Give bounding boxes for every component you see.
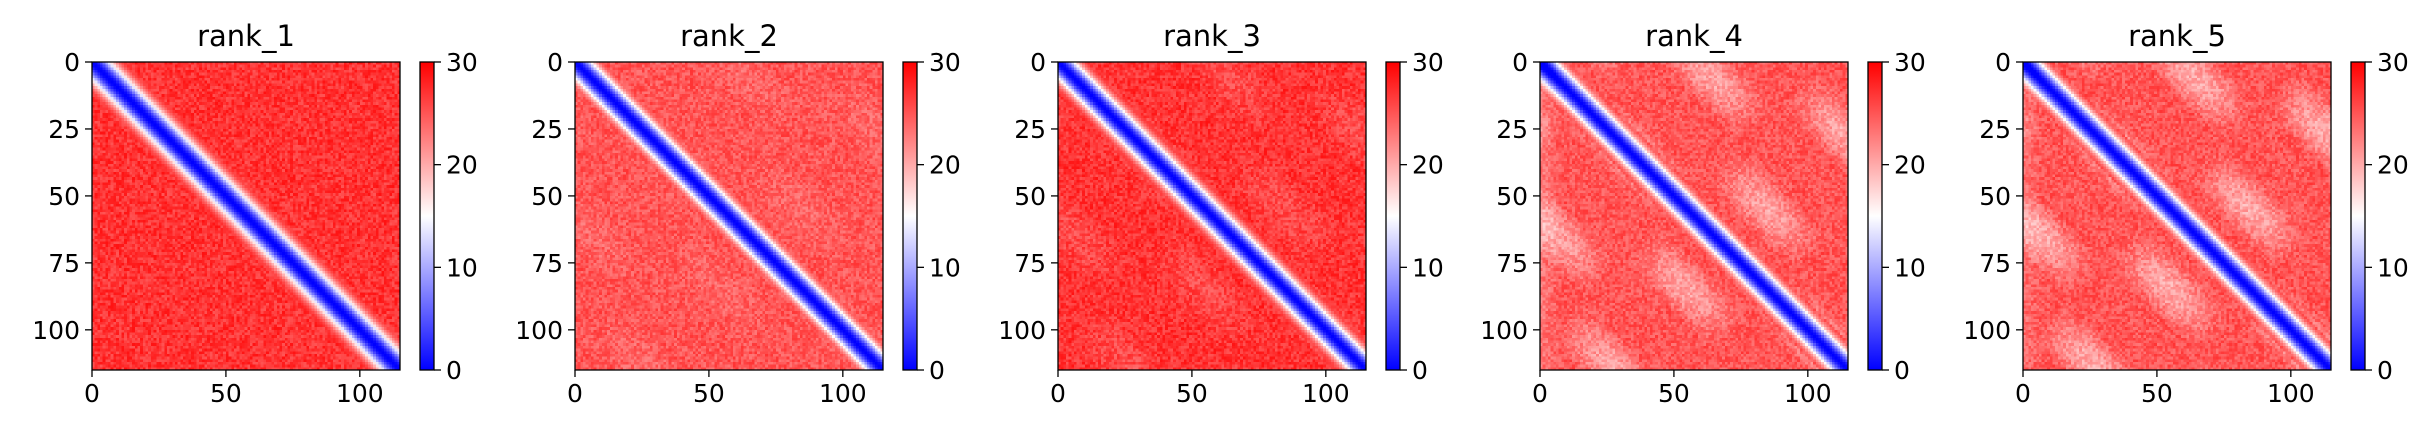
colorbar-tick-label: 10 bbox=[1412, 253, 1444, 282]
colorbar-tick-label: 30 bbox=[1894, 48, 1926, 77]
y-tick-label: 50 bbox=[531, 182, 563, 211]
colorbar-frame bbox=[1385, 61, 1401, 371]
x-tick-label: 100 bbox=[336, 379, 384, 408]
y-tick-label: 75 bbox=[48, 249, 80, 278]
y-tick-label: 25 bbox=[531, 115, 563, 144]
y-tick-label: 0 bbox=[1030, 48, 1046, 77]
colorbar-tick-label: 0 bbox=[2377, 356, 2393, 385]
panel-title: rank_3 bbox=[1163, 19, 1261, 53]
panel-title: rank_5 bbox=[2128, 19, 2226, 53]
y-tick-label: 50 bbox=[1979, 182, 2011, 211]
x-tick-label: 100 bbox=[1784, 379, 1832, 408]
y-tick-label: 25 bbox=[48, 115, 80, 144]
colorbar-tick-label: 20 bbox=[446, 151, 478, 180]
y-tick-label: 100 bbox=[1480, 316, 1528, 345]
y-tick-label: 50 bbox=[48, 182, 80, 211]
y-tick-label: 100 bbox=[1963, 316, 2011, 345]
y-tick-label: 50 bbox=[1014, 182, 1046, 211]
heatmap-panel-1: rank_1 0 50 100 0 25 50 75 100 0 10 20 30 bbox=[32, 19, 478, 408]
x-tick-label: 50 bbox=[210, 379, 242, 408]
colorbar-tick-label: 30 bbox=[929, 48, 961, 77]
heatmap-matrix bbox=[1058, 62, 1366, 370]
colorbar-frame bbox=[902, 61, 918, 371]
colorbar-tick-label: 0 bbox=[1894, 356, 1910, 385]
x-tick-label: 50 bbox=[693, 379, 725, 408]
x-tick-label: 100 bbox=[1302, 379, 1350, 408]
y-tick-label: 75 bbox=[1014, 249, 1046, 278]
heatmap-panel-4: rank_4 0 50 100 0 25 50 75 100 0 10 20 30 bbox=[1480, 19, 1926, 408]
colorbar-tick-label: 30 bbox=[1412, 48, 1444, 77]
colorbar-tick-label: 20 bbox=[929, 151, 961, 180]
heatmap-matrix bbox=[2023, 62, 2331, 370]
x-tick-label: 100 bbox=[2267, 379, 2315, 408]
panel-title: rank_2 bbox=[680, 19, 778, 53]
heatmap-matrix bbox=[92, 62, 400, 370]
colorbar-tick-label: 10 bbox=[2377, 253, 2409, 282]
x-tick-label: 0 bbox=[1050, 379, 1066, 408]
y-tick-label: 50 bbox=[1496, 182, 1528, 211]
y-tick-label: 100 bbox=[515, 316, 563, 345]
x-tick-label: 50 bbox=[1176, 379, 1208, 408]
heatmap-frame bbox=[574, 61, 884, 371]
panel-title: rank_1 bbox=[197, 19, 295, 53]
heatmap-panel-2: rank_2 0 50 100 0 25 50 75 100 0 10 20 30 bbox=[515, 19, 961, 408]
panel-title: rank_4 bbox=[1645, 19, 1743, 53]
heatmap-frame bbox=[1057, 61, 1367, 371]
colorbar-tick-label: 10 bbox=[929, 253, 961, 282]
y-tick-label: 25 bbox=[1014, 115, 1046, 144]
x-tick-label: 50 bbox=[2141, 379, 2173, 408]
colorbar bbox=[420, 62, 434, 370]
x-tick-label: 0 bbox=[1532, 379, 1548, 408]
heatmap-frame bbox=[1539, 61, 1849, 371]
colorbar-frame bbox=[419, 61, 435, 371]
colorbar-tick-label: 20 bbox=[1412, 151, 1444, 180]
x-tick-label: 0 bbox=[567, 379, 583, 408]
colorbar bbox=[2351, 62, 2365, 370]
heatmap-matrix bbox=[575, 62, 883, 370]
y-tick-label: 25 bbox=[1979, 115, 2011, 144]
colorbar-frame bbox=[1867, 61, 1883, 371]
colorbar-tick-label: 30 bbox=[446, 48, 478, 77]
heatmap-panel-3: rank_3 0 50 100 0 25 50 75 100 0 10 20 30 bbox=[998, 19, 1444, 408]
heatmap-frame bbox=[2022, 61, 2332, 371]
x-tick-label: 0 bbox=[84, 379, 100, 408]
x-tick-label: 50 bbox=[1658, 379, 1690, 408]
y-tick-label: 0 bbox=[547, 48, 563, 77]
colorbar-tick-label: 10 bbox=[446, 253, 478, 282]
y-tick-label: 100 bbox=[998, 316, 1046, 345]
y-tick-label: 75 bbox=[1496, 249, 1528, 278]
y-tick-label: 75 bbox=[531, 249, 563, 278]
y-tick-label: 75 bbox=[1979, 249, 2011, 278]
heatmap-panel-5: rank_5 0 50 100 0 25 50 75 100 0 10 20 30 bbox=[1963, 19, 2409, 408]
heatmap-frame bbox=[91, 61, 401, 371]
colorbar-tick-label: 20 bbox=[1894, 151, 1926, 180]
colorbar-tick-label: 10 bbox=[1894, 253, 1926, 282]
colorbar-tick-label: 30 bbox=[2377, 48, 2409, 77]
colorbar-tick-label: 0 bbox=[929, 356, 945, 385]
y-tick-label: 0 bbox=[64, 48, 80, 77]
colorbar-frame bbox=[2350, 61, 2366, 371]
colorbar-tick-label: 0 bbox=[1412, 356, 1428, 385]
y-tick-label: 100 bbox=[32, 316, 80, 345]
y-tick-label: 25 bbox=[1496, 115, 1528, 144]
y-tick-label: 0 bbox=[1512, 48, 1528, 77]
colorbar bbox=[903, 62, 917, 370]
colorbar bbox=[1868, 62, 1882, 370]
x-tick-label: 0 bbox=[2015, 379, 2031, 408]
colorbar bbox=[1386, 62, 1400, 370]
y-tick-label: 0 bbox=[1995, 48, 2011, 77]
colorbar-tick-label: 20 bbox=[2377, 151, 2409, 180]
x-tick-label: 100 bbox=[819, 379, 867, 408]
heatmap-matrix bbox=[1540, 62, 1848, 370]
colorbar-tick-label: 0 bbox=[446, 356, 462, 385]
